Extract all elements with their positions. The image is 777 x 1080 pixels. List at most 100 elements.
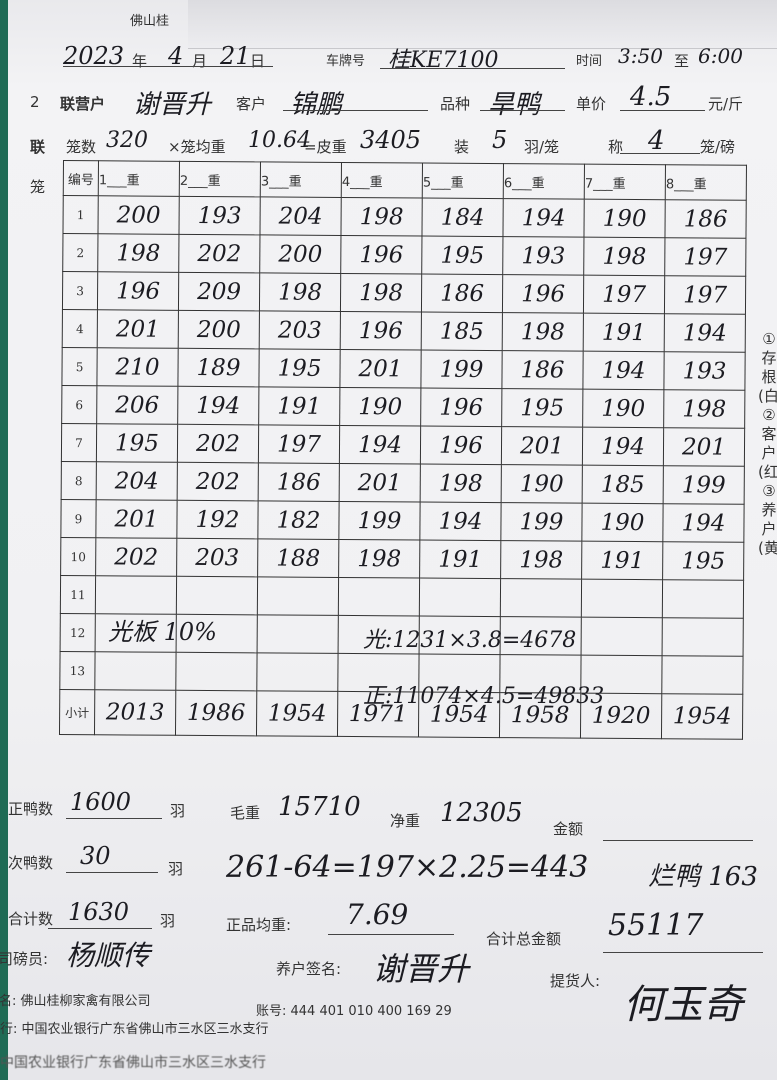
month-label: 月 xyxy=(192,52,208,70)
subtotal-cell: 1954 xyxy=(256,690,338,737)
weight-cell: 197 xyxy=(664,275,746,315)
weight-cell xyxy=(419,577,501,617)
weight-cell: 196 xyxy=(340,235,422,275)
weight-cell: 190 xyxy=(581,503,664,542)
variety-value: 旱鸭 xyxy=(488,90,541,120)
row-number: 12 xyxy=(60,613,96,652)
weight-cell xyxy=(661,655,744,695)
total-amount-underline xyxy=(603,952,763,953)
margin-mark-1: 2 xyxy=(30,93,40,111)
weight-cell: 198 xyxy=(338,539,420,578)
weight-cell: 204 xyxy=(96,461,178,501)
time-from: 3:50 xyxy=(618,44,663,68)
column-header: 2___重 xyxy=(179,161,261,197)
weight-cell: 201 xyxy=(95,499,178,539)
weigh-underline xyxy=(620,153,700,154)
column-header: 4___重 xyxy=(341,162,423,199)
weight-cell: 194 xyxy=(582,351,665,390)
weight-cell: 198 xyxy=(340,273,422,313)
cages-label: 笼数 xyxy=(66,138,97,156)
column-header: 3___重 xyxy=(260,161,342,198)
weight-cell: 210 xyxy=(96,347,179,387)
defect-calc: 261-64=197×2.25=443 xyxy=(226,850,589,885)
variety-label: 品种 xyxy=(440,95,471,113)
weight-cell xyxy=(175,652,258,691)
weight-cell: 198 xyxy=(502,312,584,352)
row-number: 7 xyxy=(61,423,97,462)
bank-name-bleed-through: 中国农业银行广东省佛山市三水区三水支行 xyxy=(0,1055,266,1071)
weight-cell: 198 xyxy=(97,233,179,273)
weight-cell: 195 xyxy=(501,388,583,428)
farmer-signature: 谢晋升 xyxy=(373,950,470,988)
weight-cell: 197 xyxy=(664,237,746,277)
weight-cell: 198 xyxy=(259,272,341,312)
net-value: 12305 xyxy=(440,798,523,828)
tare-label: =皮重 xyxy=(304,138,347,156)
good-calc-note: 正:11074×4.5=49833 xyxy=(363,684,605,709)
good-count-unit: 羽 xyxy=(170,802,186,820)
unit-price-unit: 元/斤 xyxy=(708,95,744,113)
farmer-value: 谢晋升 xyxy=(133,90,212,120)
good-count-underline xyxy=(66,818,162,819)
weight-cell: 195 xyxy=(421,236,503,275)
clerk-signature: 杨顺传 xyxy=(66,939,151,972)
weight-cell: 195 xyxy=(662,541,744,581)
weight-cell xyxy=(500,578,582,618)
column-header: 7___重 xyxy=(584,164,666,200)
time-to: 6:00 xyxy=(698,44,743,68)
pickup-label: 提货人: xyxy=(550,972,601,990)
pack-value: 5 xyxy=(492,126,508,154)
margin-mark-2: 联 xyxy=(30,138,46,156)
weight-cell: 200 xyxy=(259,234,341,274)
defect-count-underline xyxy=(66,872,158,873)
weight-cell: 184 xyxy=(421,198,504,237)
weight-cell: 206 xyxy=(96,385,178,425)
year-label: 年 xyxy=(132,52,148,70)
weight-cell: 202 xyxy=(177,462,259,501)
avg-weight-label: 正品均重: xyxy=(226,916,292,934)
table-row: 6 206 194 191 190 196 195 190 198 xyxy=(61,385,745,429)
weight-cell xyxy=(257,614,339,654)
rotten-duck-note: 烂鸭 163 xyxy=(648,862,758,892)
weight-cell: 191 xyxy=(583,313,665,352)
weight-cell: 194 xyxy=(662,503,745,543)
weight-cell: 186 xyxy=(421,274,503,313)
weight-cell xyxy=(256,652,339,692)
weight-cell: 200 xyxy=(178,310,260,349)
time-to-label: 至 xyxy=(674,52,690,70)
unit-price-value: 4.5 xyxy=(630,82,672,112)
plate-underline xyxy=(380,68,565,69)
row-number: 5 xyxy=(61,347,98,386)
cage-avg-label: ×笼均重 xyxy=(168,138,226,156)
weight-cell: 198 xyxy=(420,464,502,503)
pack-label: 装 xyxy=(454,138,470,156)
weight-cell: 199 xyxy=(500,502,583,542)
defect-note: 光板 10% xyxy=(108,618,217,646)
weight-cell: 186 xyxy=(258,462,340,502)
farmer-label: 联营户 xyxy=(60,95,106,113)
row-number: 9 xyxy=(60,499,97,538)
table-row: 7 195 202 197 194 196 201 194 201 xyxy=(61,423,745,467)
weight-cell xyxy=(581,617,663,656)
table-row: 5 210 189 195 201 199 186 194 193 xyxy=(61,347,746,391)
column-header: 6___重 xyxy=(503,163,585,200)
amount-underline xyxy=(603,840,753,841)
weight-cell xyxy=(662,579,744,619)
column-header: 5___重 xyxy=(422,163,504,199)
date-month: 4 xyxy=(168,42,184,70)
weight-cell: 194 xyxy=(339,425,421,465)
weight-cell: 209 xyxy=(178,272,260,311)
avg-weight-underline xyxy=(328,934,454,935)
table-row: 1 200 193 204 198 184 194 190 186 xyxy=(62,195,747,239)
weight-cell: 194 xyxy=(582,427,664,466)
weight-cell: 195 xyxy=(96,423,178,463)
pickup-signature: 何玉奇 xyxy=(623,982,743,1028)
total-amount-label: 合计总金额 xyxy=(486,930,562,948)
customer-underline xyxy=(283,110,428,111)
unit-price-underline xyxy=(620,110,705,111)
weight-cell: 201 xyxy=(501,426,583,466)
table-row: 3 196 209 198 198 186 196 197 197 xyxy=(62,271,746,315)
weight-cell: 204 xyxy=(259,196,342,236)
plate-value: 桂KE7100 xyxy=(388,48,499,73)
